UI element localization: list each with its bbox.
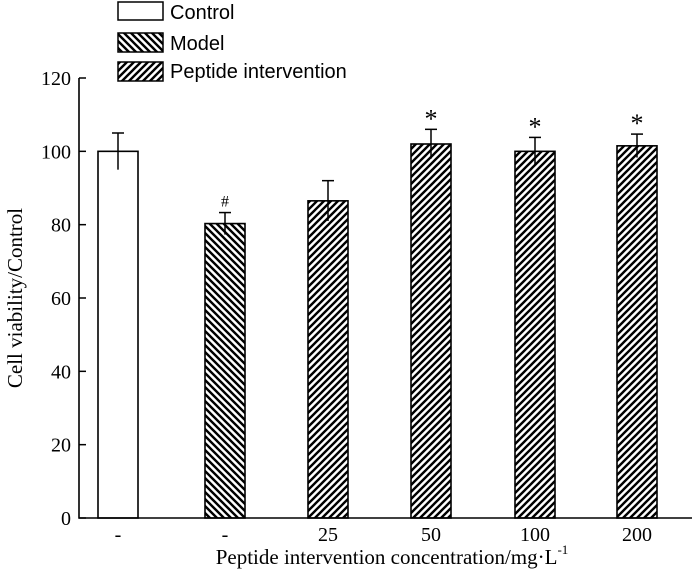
y-tick-label: 120 xyxy=(41,68,71,90)
y-tick-label: 100 xyxy=(41,141,71,163)
bar xyxy=(410,143,452,519)
x-tick-label: 25 xyxy=(318,524,338,546)
y-axis-label: Cell viability/Control xyxy=(3,208,27,388)
legend-swatch-model xyxy=(117,32,164,53)
significance-marker: * xyxy=(529,112,542,141)
x-tick-label: - xyxy=(115,524,122,546)
legend-swatch-peptide xyxy=(117,61,164,82)
x-tick-label: - xyxy=(222,524,229,546)
legend-label-control: Control xyxy=(170,2,234,24)
y-tick-label: 20 xyxy=(51,435,71,457)
y-tick-label: 40 xyxy=(51,361,71,383)
x-tick-label: 100 xyxy=(520,524,550,546)
bars: # * * * xyxy=(97,104,658,519)
bar xyxy=(307,200,349,519)
x-axis-label: Peptide intervention concentration/mg·L-… xyxy=(216,542,569,569)
legend: Control Model Peptide intervention xyxy=(117,1,347,83)
significance-marker: # xyxy=(221,194,229,211)
bar xyxy=(616,145,658,519)
x-axis-label-text: Peptide intervention concentration/mg·L xyxy=(216,545,558,569)
y-tick-label: 0 xyxy=(61,508,71,530)
y-tick-label: 80 xyxy=(51,215,71,237)
legend-swatch-control xyxy=(117,1,164,21)
x-axis-ticks: - - 25 50 100 200 xyxy=(115,524,652,546)
y-tick-label: 60 xyxy=(51,288,71,310)
x-tick-label: 200 xyxy=(622,524,652,546)
y-axis-ticks: 0 20 40 60 80 100 120 xyxy=(41,68,86,530)
bar xyxy=(97,150,139,519)
bar xyxy=(204,222,246,519)
significance-marker: * xyxy=(425,104,438,133)
significance-marker: * xyxy=(631,109,644,138)
axis-frame xyxy=(78,78,692,519)
bar xyxy=(514,150,556,519)
legend-label-peptide: Peptide intervention xyxy=(170,61,347,83)
x-tick-label: 50 xyxy=(421,524,441,546)
legend-label-model: Model xyxy=(170,33,224,55)
x-axis-label-superscript: -1 xyxy=(557,542,568,557)
